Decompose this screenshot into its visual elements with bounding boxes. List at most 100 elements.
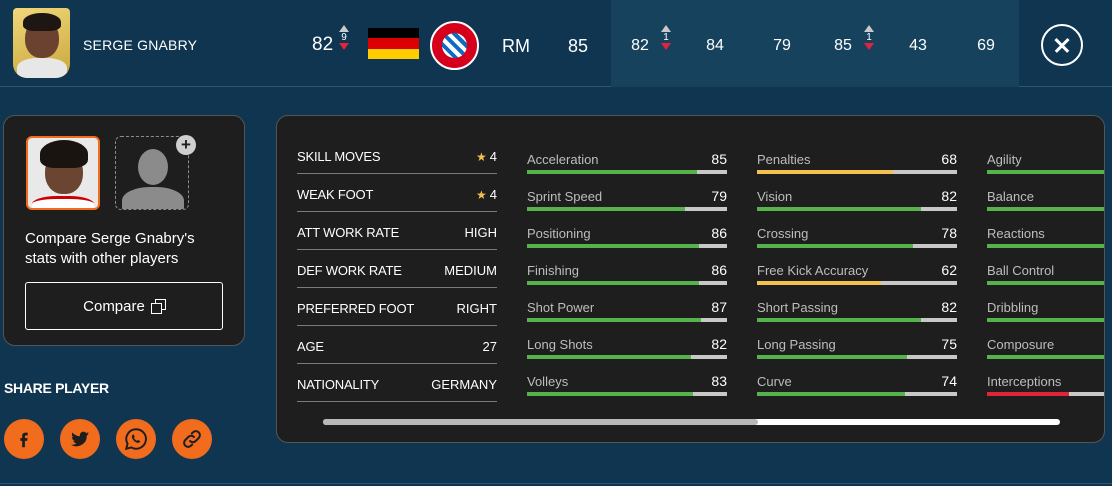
attribute-bar-fill xyxy=(757,355,907,359)
info-row: PREFERRED FOOT RIGHT xyxy=(297,288,497,326)
attribute-bar xyxy=(527,170,727,174)
attribute-bar-fill xyxy=(987,244,1104,248)
attribute-name: Free Kick Accuracy xyxy=(757,263,869,278)
attribute-bar xyxy=(987,392,1104,396)
attribute-bar-fill xyxy=(757,318,921,322)
facebook-icon xyxy=(20,432,28,448)
attribute-bar-fill xyxy=(527,207,685,211)
scrollbar-thumb[interactable] xyxy=(323,419,758,425)
attribute-value: 62 xyxy=(941,262,957,278)
attribute-value: 82 xyxy=(941,188,957,204)
info-label: NATIONALITY xyxy=(297,377,380,392)
arrow-up-icon xyxy=(661,25,671,32)
close-button[interactable] xyxy=(1041,24,1083,66)
attribute-bar xyxy=(987,170,1104,174)
attribute-bar-fill xyxy=(757,392,905,396)
facebook-share-button[interactable] xyxy=(4,419,44,459)
info-value: ★ 4 xyxy=(476,187,497,202)
header-stat: 85 xyxy=(834,37,852,54)
compare-icon xyxy=(150,299,166,314)
attribute-row: Volleys 83 xyxy=(527,364,727,401)
face-stats-strip: 82 1 84 79 85 1 43 69 xyxy=(611,0,1019,87)
arrow-down-icon xyxy=(661,43,671,50)
attribute-value: 74 xyxy=(941,373,957,389)
star-icon: ★ xyxy=(476,188,487,202)
attribute-row: Reactions84 xyxy=(987,216,1104,253)
attribute-row: Positioning 86 xyxy=(527,216,727,253)
info-label: WEAK FOOT xyxy=(297,187,374,202)
attribute-row: Finishing 86 xyxy=(527,253,727,290)
attribute-name: Reactions xyxy=(987,226,1045,241)
header-stat: 82 xyxy=(631,37,649,54)
attribute-name: Sprint Speed xyxy=(527,189,603,204)
plus-icon[interactable]: + xyxy=(176,135,196,155)
attribute-row: Balance82 xyxy=(987,179,1104,216)
attribute-value: 82 xyxy=(711,336,727,352)
info-row: ATT WORK RATE HIGH xyxy=(297,212,497,250)
attribute-bar-fill xyxy=(987,170,1104,174)
copy-link-button[interactable] xyxy=(172,419,212,459)
info-label: ATT WORK RATE xyxy=(297,225,400,240)
attribute-bar-fill xyxy=(527,392,693,396)
header-stat: 84 xyxy=(706,37,724,54)
attribute-bar-fill xyxy=(987,392,1069,396)
player-name: SERGE GNABRY xyxy=(83,37,198,53)
bottom-divider xyxy=(0,483,1112,484)
arrow-up-icon xyxy=(864,25,874,32)
compare-button-label: Compare xyxy=(83,297,145,315)
attribute-bar xyxy=(987,355,1104,359)
horizontal-scrollbar[interactable] xyxy=(323,419,1060,425)
attribute-row: Long Shots 82 xyxy=(527,327,727,364)
germany-flag-icon xyxy=(368,28,419,59)
twitter-share-button[interactable] xyxy=(60,419,100,459)
attribute-name: Long Shots xyxy=(527,337,593,352)
attribute-name: Crossing xyxy=(757,226,809,241)
compare-button[interactable]: Compare xyxy=(25,282,223,330)
bayern-munich-logo-icon xyxy=(430,21,479,70)
attribute-row: Crossing 78 xyxy=(757,216,957,253)
attribute-bar-fill xyxy=(987,207,1104,211)
attribute-value: 87 xyxy=(711,299,727,315)
attribute-bar-fill xyxy=(757,207,921,211)
player-avatar xyxy=(26,136,100,210)
add-player-placeholder[interactable] xyxy=(115,136,189,210)
attribute-name: Long Passing xyxy=(757,337,836,352)
attribute-bar-fill xyxy=(987,355,1104,359)
attribute-bar xyxy=(527,318,727,322)
attribute-bar xyxy=(987,318,1104,322)
player-card-thumbnail xyxy=(13,8,70,78)
whatsapp-share-button[interactable] xyxy=(116,419,156,459)
attribute-bar xyxy=(757,318,957,322)
attribute-bar-fill xyxy=(527,318,701,322)
attribute-row: Penalties 68 xyxy=(757,142,957,179)
stat-change: 1 xyxy=(863,25,875,50)
info-row: WEAK FOOT ★ 4 xyxy=(297,174,497,212)
attribute-name: Agility xyxy=(987,152,1022,167)
attribute-bar-fill xyxy=(757,170,893,174)
whatsapp-icon xyxy=(124,428,147,451)
header-stat: 69 xyxy=(977,37,995,54)
attribute-bar xyxy=(757,392,957,396)
info-row: NATIONALITY GERMANY xyxy=(297,364,497,402)
attribute-row: Dribbling85 xyxy=(987,290,1104,327)
attribute-name: Dribbling xyxy=(987,300,1039,315)
attribute-bar-fill xyxy=(757,244,913,248)
info-value: GERMANY xyxy=(431,377,497,392)
star-icon: ★ xyxy=(476,150,487,164)
attribute-bar-fill xyxy=(527,355,691,359)
attribute-row: Sprint Speed 79 xyxy=(527,179,727,216)
attribute-bar xyxy=(527,244,727,248)
attribute-name: Finishing xyxy=(527,263,580,278)
share-title: SHARE PLAYER xyxy=(4,380,109,396)
attribute-value: 75 xyxy=(941,336,957,352)
attribute-bar xyxy=(527,207,727,211)
rating-change: 9 xyxy=(338,25,350,50)
attribute-name: Curve xyxy=(757,374,792,389)
header-stat: 43 xyxy=(909,37,927,54)
attribute-bar xyxy=(757,170,957,174)
attribute-row: Curve 74 xyxy=(757,364,957,401)
arrow-up-icon xyxy=(339,25,349,32)
attribute-bar-fill xyxy=(987,281,1104,285)
attribute-name: Interceptions xyxy=(987,374,1062,389)
info-value: MEDIUM xyxy=(444,263,497,278)
